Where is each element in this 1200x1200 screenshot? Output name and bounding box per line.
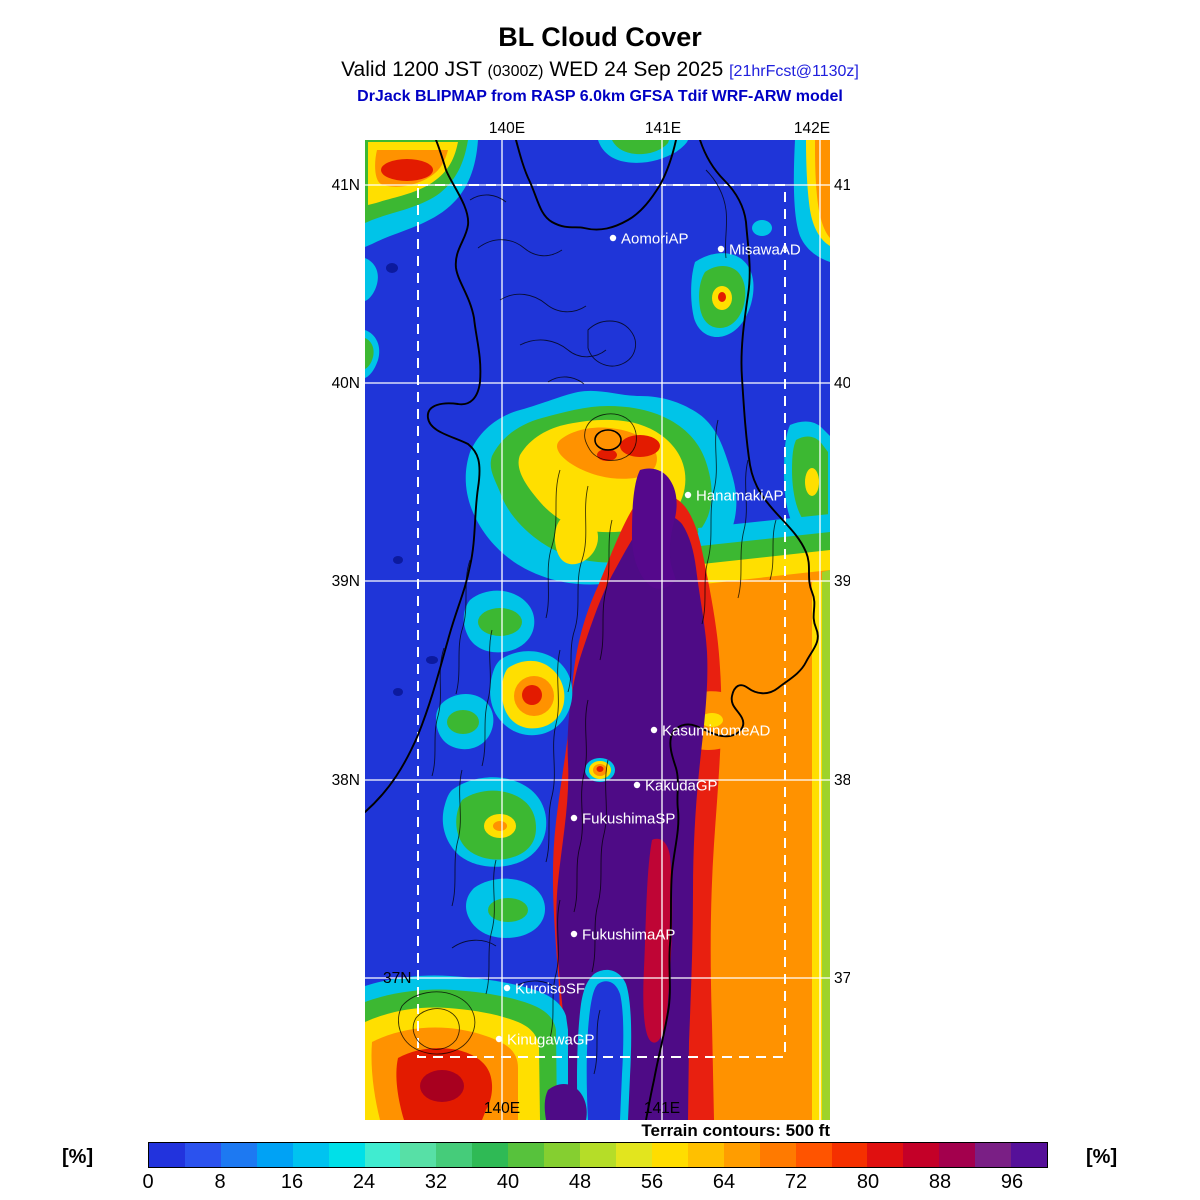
colorbar [148,1142,1048,1168]
colorbar-segment [149,1143,185,1167]
lat-label: 37N [383,970,411,987]
colorbar-segment [400,1143,437,1167]
colorbar-segment [472,1143,509,1167]
station-markers: AomoriAP MisawaAD HanamakiAP KasuminomeAD Ka… [495,231,801,1049]
valid-date-text: WED 24 Sep 2025 [549,58,724,81]
terrain-contours [398,169,777,1075]
lon-label: 140E [489,120,525,137]
colorbar-segment [220,1143,257,1167]
forecast-map: AomoriAP MisawaAD HanamakiAP KasuminomeAD Ka… [332,120,850,1140]
colorbar-segment [256,1143,293,1167]
lat-label: 39N [834,573,850,590]
lat-label: 39N [332,573,360,590]
station-label: KinugawaGP [507,1032,595,1049]
colorbar-segment [831,1143,868,1167]
colorbar-tick: 72 [784,1171,808,1193]
station-label: HanamakiAP [696,488,784,505]
colorbar-tick: 80 [856,1171,880,1193]
colorbar-tick: 16 [280,1171,304,1193]
lat-label: 41N [332,177,360,194]
colorbar-segment [975,1143,1012,1167]
lat-label: 40N [834,375,850,392]
station-marker-dot [717,245,725,253]
station-marker-dot [650,726,658,734]
station-marker-dot [503,984,511,992]
colorbar-tick: 64 [712,1171,736,1193]
colorbar-ticks: 0 8 16 24 32 40 48 56 64 72 80 88 96 [142,1171,1048,1197]
station-label: FukushimaAP [582,927,675,944]
colorbar-segment [436,1143,473,1167]
lon-label: 141E [644,1100,680,1117]
station-label: KasuminomeAD [662,723,771,740]
colorbar-tick: 8 [214,1171,226,1193]
colorbar-segment [328,1143,365,1167]
station-marker-dot [684,491,692,499]
lat-label: 38N [834,772,850,789]
colorbar-segment [508,1143,545,1167]
colorbar-tick: 56 [640,1171,664,1193]
station-label: MisawaAD [729,242,801,259]
geo-labels: 41N 41N 40N 40N 39N 39N 38N 38N 37N 37N 140E 141E 14… [332,120,850,1117]
colorbar-tick: 96 [1000,1171,1024,1193]
valid-time-text: Valid 1200 JST [341,58,482,81]
domain-boundary-dashed [417,184,786,1058]
colorbar-tick: 32 [424,1171,448,1193]
colorbar-tick: 40 [496,1171,520,1193]
station-label: KakudaGP [645,778,718,795]
colorbar-unit-left: [%] [62,1146,94,1168]
lon-label: 142E [794,120,830,137]
model-info-line: DrJack BLIPMAP from RASP 6.0km GFSA Tdif… [357,88,843,105]
colorbar-tick: 88 [928,1171,952,1193]
station-label: AomoriAP [621,231,689,248]
latlon-grid [365,140,830,1120]
forecast-hour-text: [21hrFcst@1130z] [729,63,859,80]
colorbar-segment [1011,1143,1048,1167]
colorbar-tick: 24 [352,1171,376,1193]
colorbar-segment [939,1143,976,1167]
lat-label: 41N [834,177,850,194]
colorbar-tick: 48 [568,1171,592,1193]
colorbar-segment [544,1143,581,1167]
colorbar-segment [615,1143,652,1167]
lat-label: 38N [332,772,360,789]
colorbar-segment [867,1143,904,1167]
station-marker-dot [609,234,617,242]
station-label: KuroisoSF [515,981,585,998]
lat-label: 37N [834,970,850,987]
terrain-note: Terrain contours: 500 ft [641,1121,830,1140]
lake-towada [594,429,622,451]
station-marker-dot [570,814,578,822]
colorbar-segment [292,1143,329,1167]
station-marker-dot [495,1035,503,1043]
lat-label: 40N [332,375,360,392]
station-marker-dot [633,781,641,789]
coastline [365,140,819,1120]
colorbar-segment [795,1143,832,1167]
lon-label: 141E [645,120,681,137]
lon-label: 140E [484,1100,520,1117]
colorbar-segment [723,1143,760,1167]
colorbar-segment [687,1143,724,1167]
colorbar-segment [364,1143,401,1167]
page-title: BL Cloud Cover [498,22,702,52]
zulu-time-text: (0300Z) [487,63,544,80]
cloud-cover-field [365,140,830,1120]
colorbar-segment [580,1143,616,1167]
colorbar-segment [184,1143,221,1167]
station-label: FukushimaSP [582,811,675,828]
valid-time-line: Valid 1200 JST (0300Z) WED 24 Sep 2025 [… [0,58,1200,82]
colorbar-segment [759,1143,796,1167]
colorbar-segment [651,1143,688,1167]
station-marker-dot [570,930,578,938]
colorbar-segment [903,1143,940,1167]
colorbar-tick: 0 [142,1171,154,1193]
colorbar-unit-right: [%] [1086,1146,1118,1168]
